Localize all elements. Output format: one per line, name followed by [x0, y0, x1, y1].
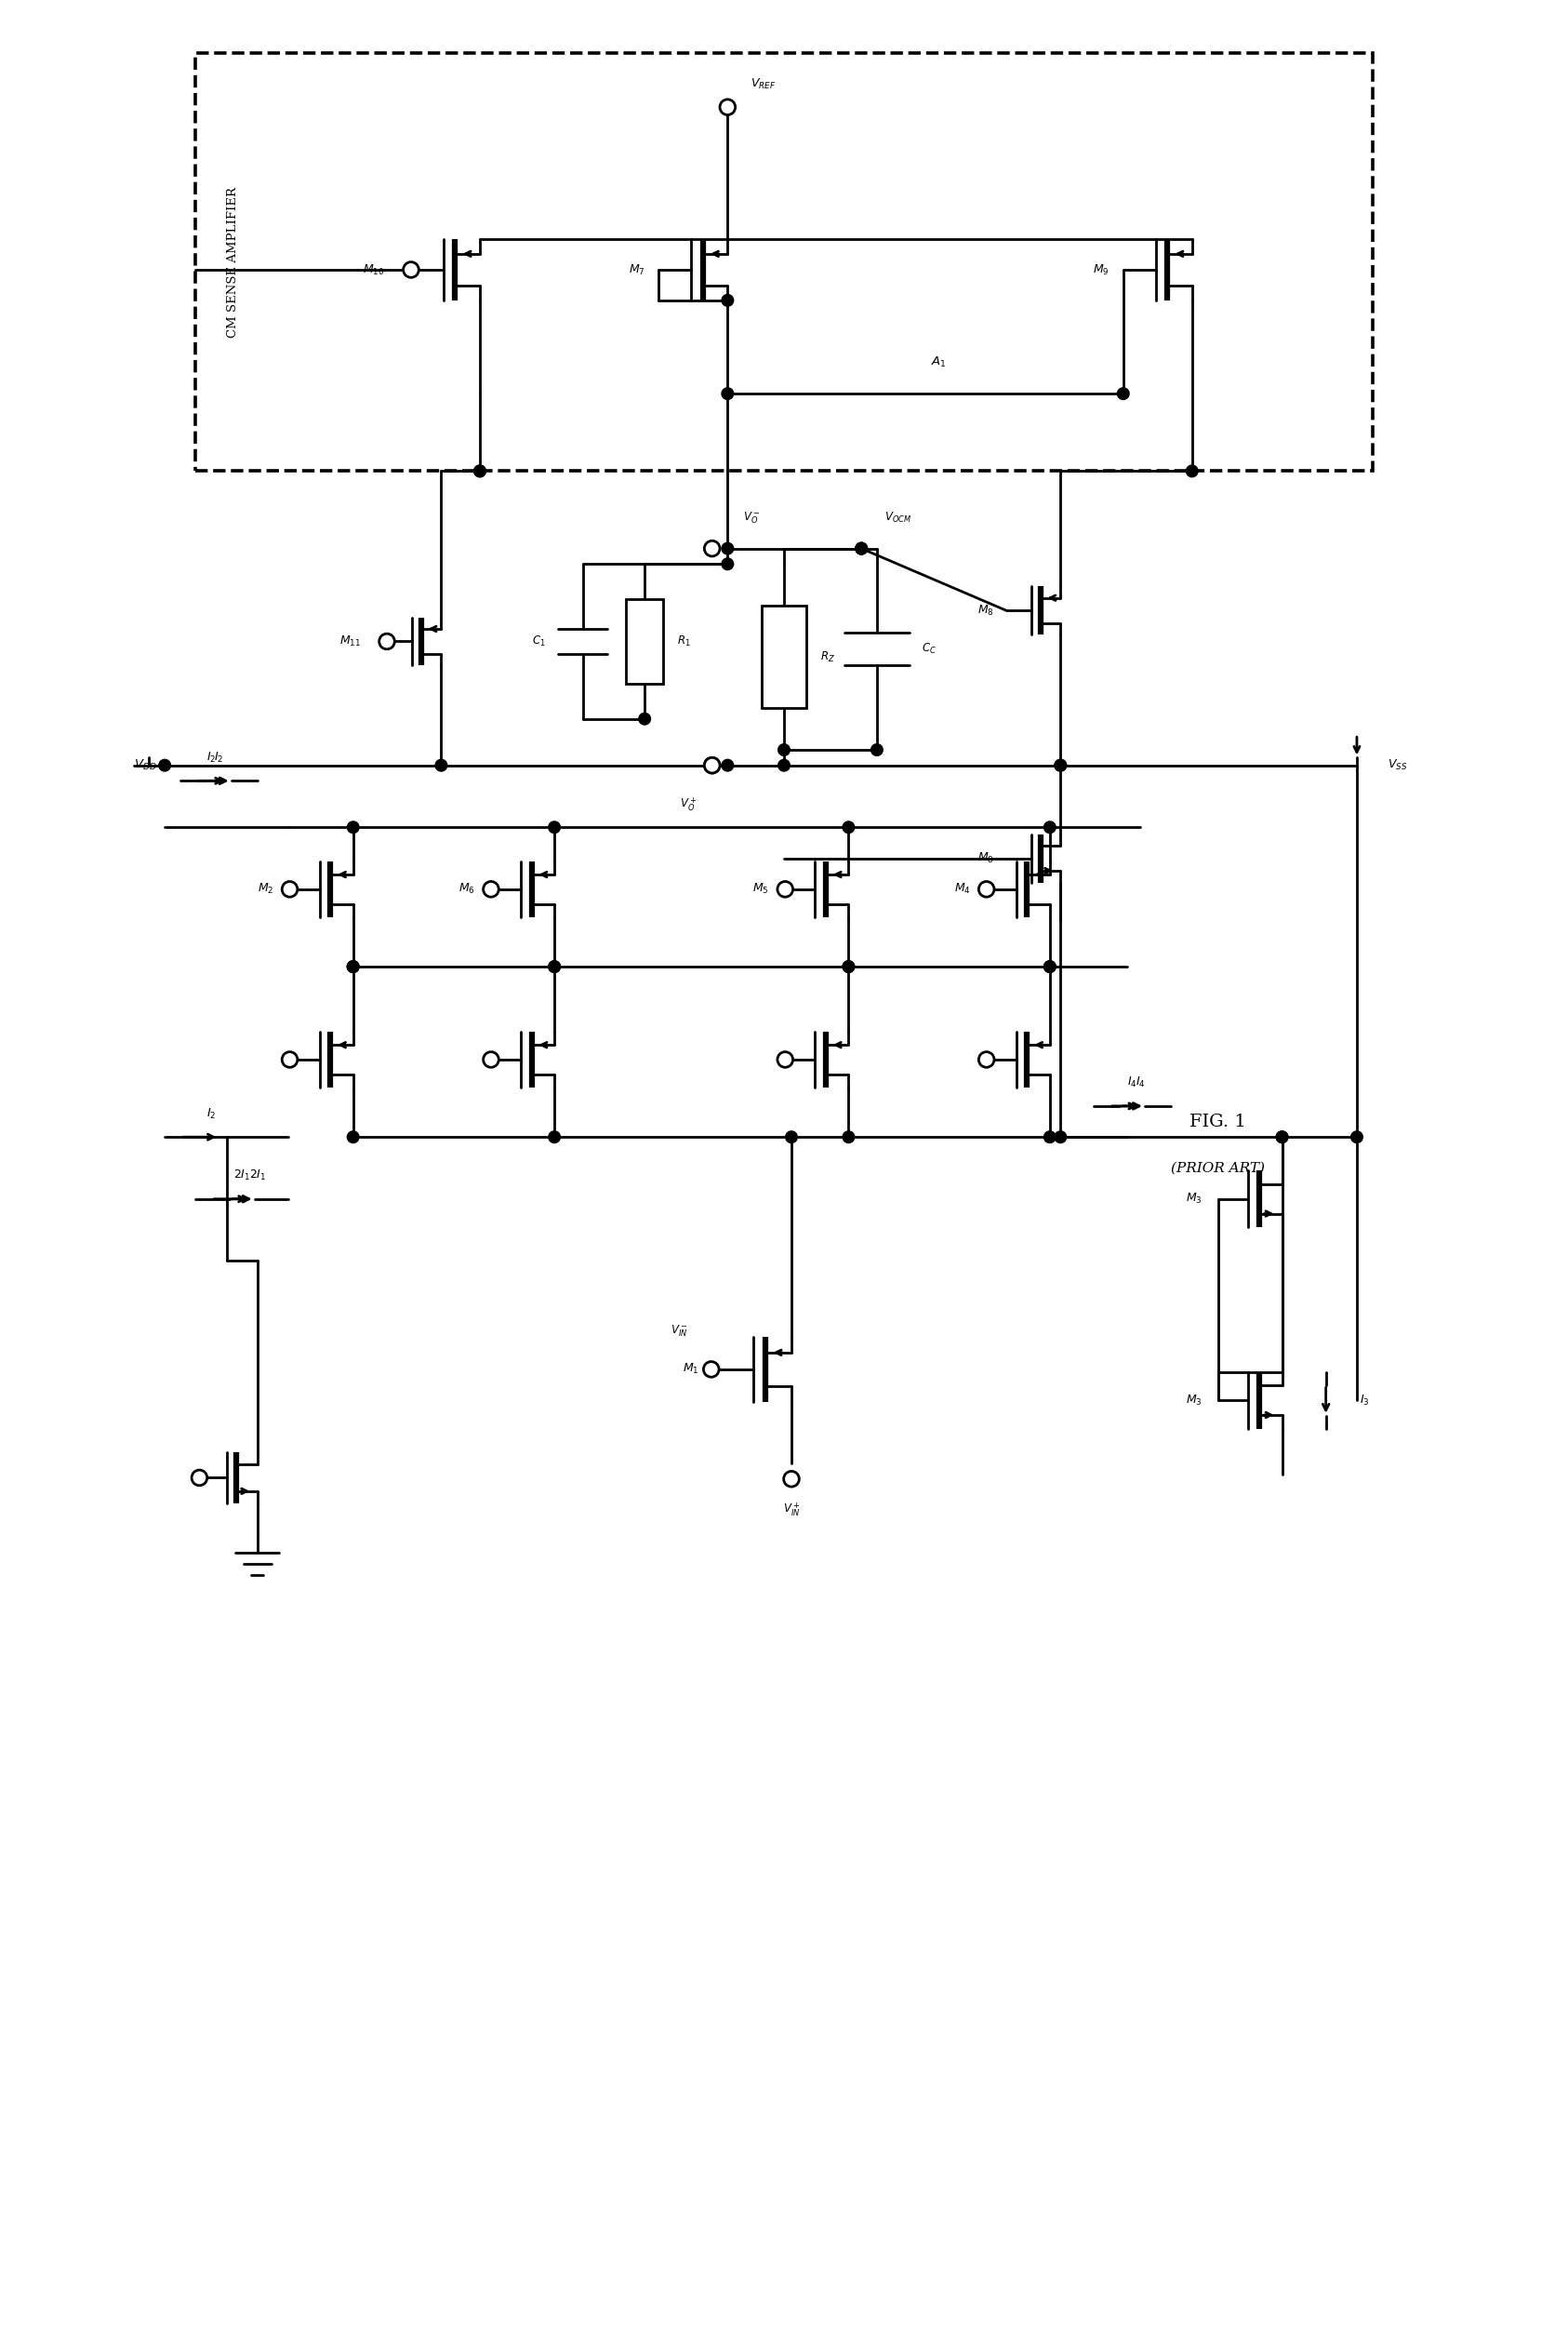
Circle shape: [842, 1131, 855, 1142]
Text: $M_{11}$: $M_{11}$: [340, 635, 361, 649]
Text: $M_4$: $M_4$: [953, 883, 971, 897]
Circle shape: [347, 822, 359, 834]
Circle shape: [978, 881, 994, 897]
Circle shape: [856, 542, 867, 554]
Circle shape: [483, 1051, 499, 1068]
Circle shape: [720, 100, 735, 114]
Circle shape: [1055, 1131, 1066, 1142]
Circle shape: [1276, 1131, 1287, 1142]
Circle shape: [282, 881, 298, 897]
Text: $I_2$: $I_2$: [207, 1107, 216, 1121]
Bar: [626, 598, 663, 684]
Text: CM SENSE AMPLIFIER: CM SENSE AMPLIFIER: [227, 187, 238, 336]
Circle shape: [1044, 1131, 1055, 1142]
Text: $M_9$: $M_9$: [1093, 262, 1110, 276]
Circle shape: [842, 960, 855, 972]
Circle shape: [778, 1051, 793, 1068]
Text: $I_4$: $I_4$: [1135, 1077, 1145, 1091]
Text: $M_7$: $M_7$: [629, 262, 644, 276]
Text: $I_3$: $I_3$: [1359, 1392, 1370, 1406]
Circle shape: [549, 822, 560, 834]
Text: $V_{IN}^-$: $V_{IN}^-$: [671, 1322, 688, 1339]
Text: $I_2$: $I_2$: [215, 750, 224, 764]
Text: $V_{DD}$: $V_{DD}$: [133, 759, 157, 773]
Circle shape: [1044, 960, 1055, 972]
Circle shape: [1055, 759, 1066, 771]
Text: $2I_1$: $2I_1$: [249, 1168, 267, 1182]
Circle shape: [474, 465, 486, 477]
Text: $2I_1$: $2I_1$: [234, 1168, 251, 1182]
Circle shape: [704, 1362, 720, 1378]
Text: $V_{OCM}$: $V_{OCM}$: [884, 512, 911, 526]
Text: $V_{REF}$: $V_{REF}$: [751, 77, 776, 91]
Circle shape: [856, 542, 867, 554]
Text: $M_1$: $M_1$: [684, 1362, 699, 1376]
Text: $M_2$: $M_2$: [257, 883, 273, 897]
Text: FIG. 1: FIG. 1: [1189, 1114, 1245, 1131]
Circle shape: [856, 542, 867, 554]
Circle shape: [549, 1131, 560, 1142]
Text: $I_4$: $I_4$: [1127, 1077, 1137, 1091]
Circle shape: [1185, 465, 1198, 477]
Circle shape: [436, 759, 447, 771]
Circle shape: [549, 960, 560, 972]
Circle shape: [870, 743, 883, 757]
Text: $V_{SS}$: $V_{SS}$: [1388, 759, 1408, 773]
Circle shape: [721, 542, 734, 554]
Circle shape: [403, 262, 419, 278]
Circle shape: [549, 960, 560, 972]
Circle shape: [347, 960, 359, 972]
Circle shape: [721, 388, 734, 399]
Circle shape: [721, 294, 734, 306]
Text: $I_2$: $I_2$: [207, 750, 216, 764]
Circle shape: [347, 960, 359, 972]
Text: $V_O^+$: $V_O^+$: [679, 794, 696, 813]
Circle shape: [704, 540, 720, 556]
Text: $C_1$: $C_1$: [532, 635, 546, 649]
Circle shape: [474, 465, 486, 477]
Text: $R_Z$: $R_Z$: [820, 649, 836, 663]
Circle shape: [1055, 759, 1066, 771]
Circle shape: [842, 960, 855, 972]
Text: $M_5$: $M_5$: [753, 883, 768, 897]
Circle shape: [1276, 1131, 1287, 1142]
Circle shape: [191, 1469, 207, 1486]
Circle shape: [158, 759, 171, 771]
Text: $M_8$: $M_8$: [977, 603, 994, 617]
Circle shape: [784, 1472, 800, 1486]
Circle shape: [704, 757, 720, 773]
Text: $C_C$: $C_C$: [922, 642, 936, 656]
Bar: [762, 605, 806, 708]
Circle shape: [483, 881, 499, 897]
Text: $V_{IN}^+$: $V_{IN}^+$: [782, 1502, 800, 1518]
Text: $A_1$: $A_1$: [931, 355, 947, 369]
Circle shape: [347, 960, 359, 972]
Circle shape: [638, 712, 651, 724]
Circle shape: [282, 1051, 298, 1068]
Circle shape: [704, 757, 720, 773]
Circle shape: [721, 558, 734, 570]
Text: $M_3$: $M_3$: [1185, 1392, 1203, 1406]
Circle shape: [1352, 1131, 1363, 1142]
Circle shape: [721, 759, 734, 771]
Circle shape: [778, 743, 790, 757]
Circle shape: [379, 633, 395, 649]
Text: $M_6$: $M_6$: [458, 883, 475, 897]
Circle shape: [778, 759, 790, 771]
Circle shape: [786, 1131, 797, 1142]
Circle shape: [978, 1051, 994, 1068]
Circle shape: [1118, 388, 1129, 399]
Circle shape: [842, 822, 855, 834]
Circle shape: [1044, 960, 1055, 972]
Text: $M_3$: $M_3$: [1185, 1191, 1203, 1205]
Text: $M_8$: $M_8$: [977, 850, 994, 864]
Text: $V_O^-$: $V_O^-$: [743, 509, 760, 526]
Circle shape: [1044, 822, 1055, 834]
Circle shape: [778, 881, 793, 897]
Text: $R_1$: $R_1$: [677, 635, 691, 649]
Text: (PRIOR ART): (PRIOR ART): [1171, 1161, 1264, 1175]
Text: $M_{10}$: $M_{10}$: [362, 262, 384, 276]
Circle shape: [347, 1131, 359, 1142]
